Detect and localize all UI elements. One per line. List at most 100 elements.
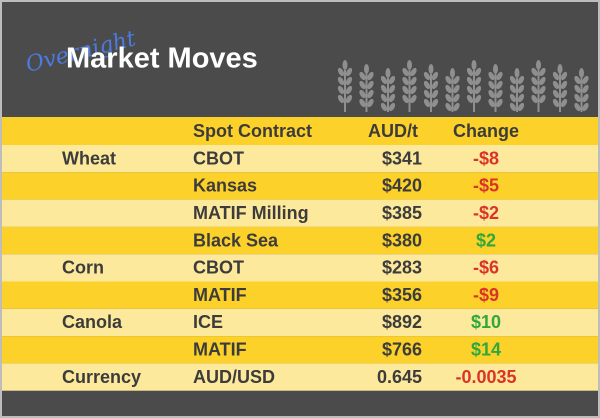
wheat-grain (367, 71, 374, 81)
wheat-grain (402, 85, 409, 95)
wheat-grain (560, 80, 568, 90)
wheat-stem (473, 70, 475, 112)
wheat-stem (408, 70, 411, 112)
wheat-grain (431, 89, 439, 99)
wheat-grain (423, 71, 431, 81)
wheat-grain (423, 89, 431, 99)
wheat-grain (407, 60, 412, 70)
table-row (2, 199, 598, 227)
title: Market Moves (66, 43, 258, 75)
wheat-grain (471, 60, 477, 70)
wheat-grain (509, 75, 517, 85)
wheat-grain (380, 84, 388, 94)
wheat-grain (560, 89, 568, 99)
wheat-grain (466, 76, 474, 86)
wheat-stem (580, 78, 583, 112)
wheat-grain (342, 60, 348, 70)
wheat-grain (423, 80, 431, 90)
wheat-grain (517, 102, 525, 112)
wheat-grain (582, 93, 589, 103)
wheat-grain (410, 67, 417, 77)
wheat-grain (445, 75, 452, 85)
wheat-grain (496, 98, 503, 108)
wheat-grain (539, 85, 546, 95)
commodity: Canola (62, 312, 123, 332)
wheat-grain (474, 94, 482, 104)
wheat-grain (539, 67, 546, 77)
wheat-grain (345, 76, 353, 86)
wheat-grain (410, 94, 417, 104)
wheat-grain (552, 71, 560, 81)
table-row (2, 336, 598, 364)
wheat-grain (517, 93, 525, 103)
wheat-grain (466, 67, 474, 77)
wheat-grain (509, 93, 517, 103)
wheat-grain (531, 85, 538, 95)
wheat-grain (388, 102, 396, 112)
wheat-grain (380, 102, 388, 112)
wheat-grain (445, 84, 452, 94)
change: -$8 (473, 148, 499, 168)
table-row (2, 226, 598, 255)
wheat-grain (445, 102, 452, 112)
wheat-grain (552, 80, 560, 90)
wheat-grain (531, 67, 538, 77)
wheat-grain (509, 102, 517, 112)
wheat-stem (344, 70, 346, 112)
price: $356 (382, 285, 422, 305)
wheat-grain (531, 94, 538, 104)
contract: MATIF (193, 340, 247, 360)
wheat-grain (388, 93, 396, 103)
wheat-grain (445, 93, 452, 103)
wheat-grain (359, 80, 366, 90)
wheat-grain (574, 102, 581, 112)
wheat-grain (574, 93, 581, 103)
wheat-grain (557, 64, 563, 74)
market-table: Spot Contract AUD/t Change Wheat CBOT $341 -$8… (2, 117, 598, 391)
wheat-grain (453, 102, 460, 112)
wheat-grain (582, 102, 589, 112)
wheat-grain (410, 76, 417, 86)
wheat-grain (364, 64, 369, 74)
price: 0.645 (377, 367, 422, 387)
change: $14 (471, 340, 501, 360)
wheat-stem (559, 74, 561, 112)
wheat-grain (488, 80, 495, 90)
wheat-grain (517, 75, 525, 85)
commodity: Wheat (62, 148, 116, 168)
price: $892 (382, 312, 422, 332)
wheat-grain (552, 98, 560, 108)
wheat-grain (380, 93, 388, 103)
column-header: Spot Contract (193, 121, 312, 141)
wheat-grain (560, 98, 568, 108)
commodity: Currency (62, 367, 141, 387)
wheat-grain (388, 84, 396, 94)
wheat-grain (474, 76, 482, 86)
commodity: Corn (62, 258, 104, 278)
wheat-grain (410, 85, 417, 95)
contract: Kansas (193, 176, 257, 196)
contract: CBOT (193, 148, 244, 168)
wheat-grain (496, 89, 503, 99)
wheat-stem (387, 78, 389, 112)
wheat-grain (423, 98, 431, 108)
wheat-grain (367, 80, 374, 90)
table-row (2, 308, 598, 337)
column-header: Change (453, 121, 519, 141)
wheat-grain (582, 84, 589, 94)
wheat-grain (337, 85, 345, 95)
wheat-grain (579, 68, 584, 78)
wheat-grain (345, 85, 353, 95)
table-row (2, 254, 598, 282)
wheat-grain (337, 94, 345, 104)
wheat-grain (402, 67, 409, 77)
wheat-stem (451, 78, 454, 112)
change: $10 (471, 312, 501, 332)
wheat-grain (488, 71, 495, 81)
wheat-grain (517, 84, 525, 94)
wheat-grain (385, 68, 391, 78)
wheat-grain (474, 85, 482, 95)
contract: MATIF Milling (193, 203, 309, 223)
wheat-grain (345, 94, 353, 104)
